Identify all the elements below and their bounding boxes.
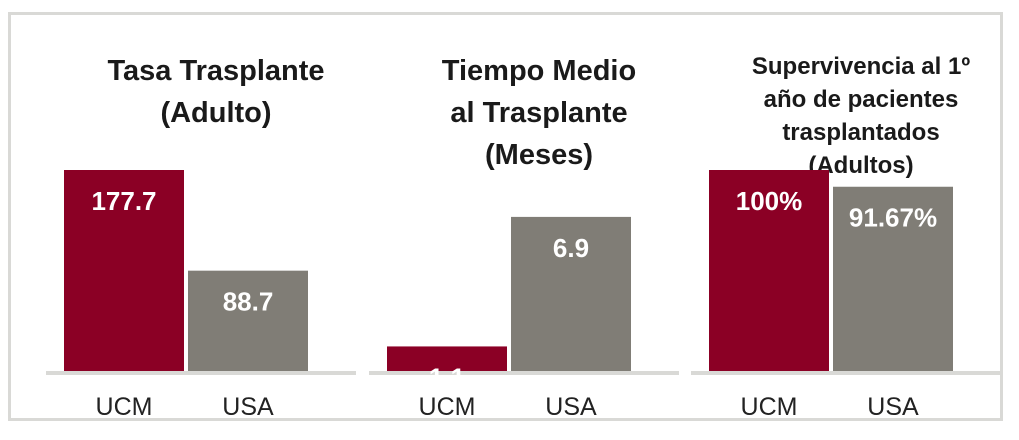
bar-chart: 100% UCM 91.67% USA bbox=[691, 170, 1001, 421]
bar-usa bbox=[833, 186, 953, 371]
data-label: 91.67% bbox=[849, 203, 937, 233]
category-label: UCM bbox=[419, 393, 476, 421]
x-axis-line bbox=[46, 371, 356, 375]
bar-ucm bbox=[709, 170, 829, 371]
chart-title: Tiempo Medio al Trasplante (Meses) bbox=[384, 50, 694, 176]
x-axis-line bbox=[369, 371, 679, 375]
bar-ucm bbox=[64, 170, 184, 371]
chart-frame: Tasa Trasplante (Adulto) 177.7 UCM 88.7 USA… bbox=[8, 12, 1003, 421]
bar-chart: 177.7 UCM 88.7 USA bbox=[46, 170, 356, 421]
title-line: al Trasplante bbox=[450, 97, 628, 129]
panel-mean-time: Tiempo Medio al Trasplante (Meses) 1.1 UC… bbox=[369, 30, 694, 430]
title-line: Tasa Trasplante bbox=[107, 55, 325, 87]
data-label: 100% bbox=[736, 186, 803, 216]
bar-usa bbox=[188, 270, 308, 371]
chart-title: Supervivencia al 1º año de pacientes tra… bbox=[706, 50, 1016, 182]
title-line: Supervivencia al 1º bbox=[751, 53, 971, 80]
category-label: UCM bbox=[741, 393, 798, 421]
category-label: USA bbox=[222, 393, 274, 421]
chart-title: Tasa Trasplante (Adulto) bbox=[61, 50, 371, 134]
data-label: 177.7 bbox=[91, 186, 156, 216]
title-line: trasplantados bbox=[782, 119, 940, 146]
data-label: 88.7 bbox=[223, 287, 274, 317]
category-label: USA bbox=[545, 393, 597, 421]
data-label: 6.9 bbox=[553, 233, 589, 263]
bar-ucm bbox=[387, 346, 507, 371]
title-line: (Adulto) bbox=[160, 97, 272, 129]
bar-usa bbox=[511, 216, 631, 371]
x-axis-line bbox=[691, 371, 1001, 375]
title-line: (Meses) bbox=[485, 139, 593, 171]
panel-survival: Supervivencia al 1º año de pacientes tra… bbox=[691, 30, 1016, 430]
panel-transplant-rate: Tasa Trasplante (Adulto) 177.7 UCM 88.7 USA bbox=[46, 30, 371, 430]
category-label: UCM bbox=[96, 393, 153, 421]
data-label: 1.1 bbox=[429, 362, 465, 392]
title-line: Tiempo Medio bbox=[441, 55, 637, 87]
category-label: USA bbox=[867, 393, 919, 421]
title-line: año de pacientes bbox=[763, 86, 959, 113]
